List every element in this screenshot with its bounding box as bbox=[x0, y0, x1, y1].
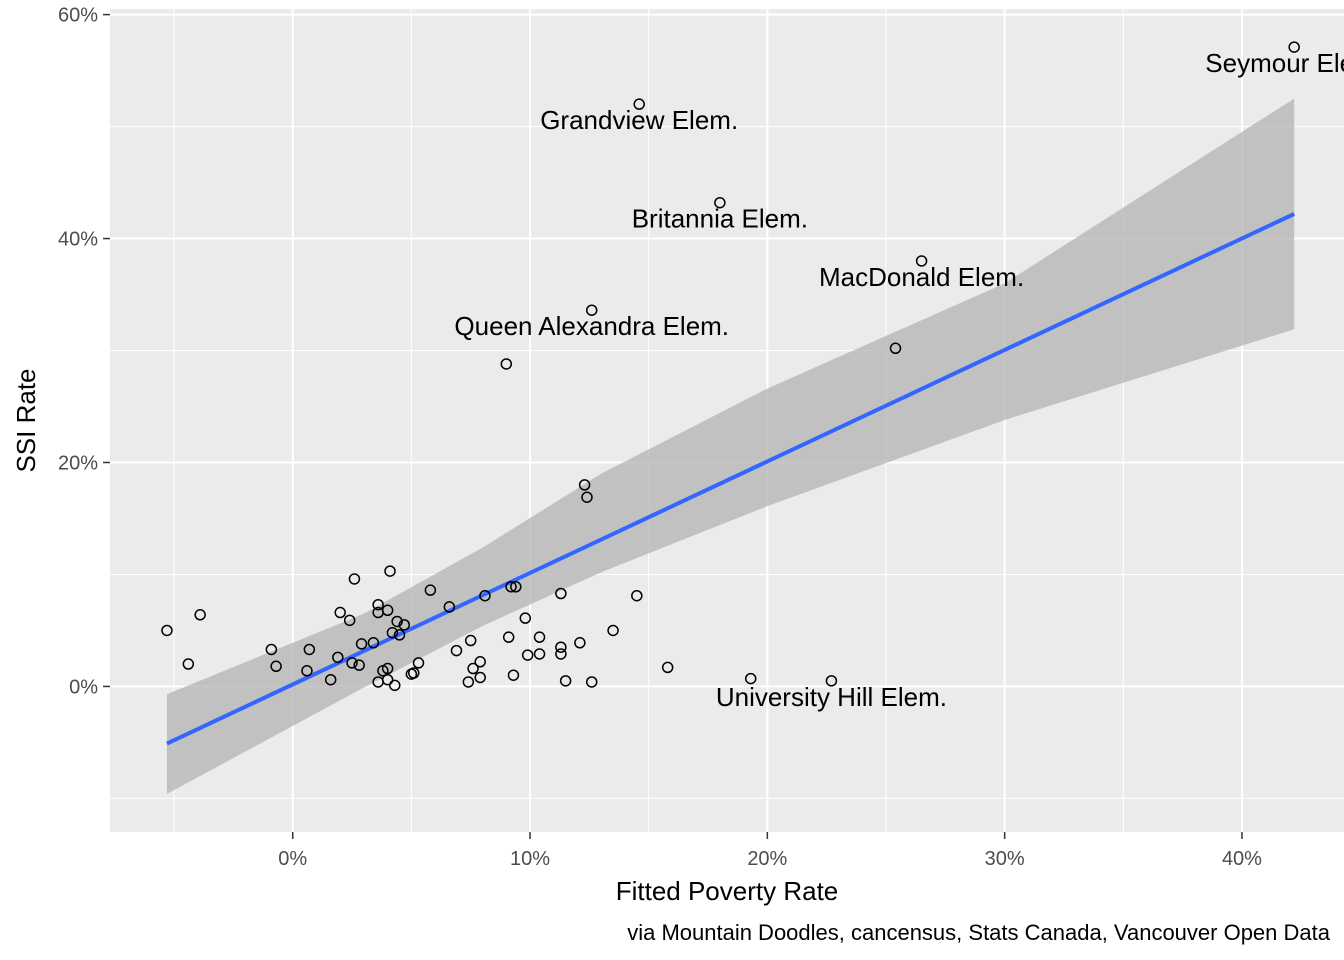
point-label: Queen Alexandra Elem. bbox=[454, 311, 729, 341]
y-tick-label: 0% bbox=[69, 676, 98, 698]
data-point bbox=[521, 649, 534, 661]
data-point bbox=[500, 358, 513, 370]
data-point bbox=[585, 304, 598, 316]
data-point bbox=[161, 624, 173, 637]
data-point bbox=[533, 648, 546, 660]
data-point bbox=[324, 673, 337, 686]
data-point bbox=[346, 657, 358, 669]
data-point bbox=[915, 255, 928, 267]
data-point bbox=[424, 584, 437, 596]
data-point bbox=[474, 671, 486, 684]
data-point bbox=[631, 589, 643, 602]
data-point bbox=[479, 589, 491, 602]
data-point bbox=[303, 643, 316, 656]
data-point bbox=[301, 665, 313, 677]
data-point bbox=[393, 629, 406, 641]
data-point bbox=[510, 581, 522, 593]
data-point bbox=[355, 638, 368, 650]
x-tick-label: 0% bbox=[278, 848, 307, 870]
data-point bbox=[555, 641, 567, 653]
data-point bbox=[270, 660, 282, 673]
data-point bbox=[467, 662, 479, 675]
data-point bbox=[462, 676, 475, 688]
x-tick-label: 30% bbox=[985, 848, 1025, 870]
data-point bbox=[194, 609, 206, 621]
data-point bbox=[398, 619, 411, 631]
data-point bbox=[661, 661, 674, 674]
data-point bbox=[825, 675, 838, 687]
data-point bbox=[182, 658, 195, 670]
data-point bbox=[505, 581, 517, 593]
data-point bbox=[334, 606, 346, 619]
data-point bbox=[574, 637, 586, 649]
data-point bbox=[502, 631, 515, 643]
data-point bbox=[367, 637, 380, 649]
data-point bbox=[585, 676, 598, 688]
data-point bbox=[633, 98, 645, 110]
data-point bbox=[372, 606, 384, 619]
point-label: Seymour Elem. bbox=[1205, 48, 1344, 78]
data-point bbox=[533, 631, 546, 643]
data-point bbox=[386, 626, 399, 639]
data-point bbox=[555, 587, 567, 600]
data-point bbox=[581, 491, 593, 503]
data-point bbox=[265, 643, 278, 656]
data-point bbox=[744, 672, 757, 685]
data-point bbox=[332, 651, 344, 664]
data-point bbox=[889, 342, 902, 355]
data-point bbox=[391, 615, 403, 628]
point-label: Grandview Elem. bbox=[540, 105, 738, 135]
data-point bbox=[555, 648, 567, 660]
confidence-ribbon bbox=[166, 98, 1295, 794]
x-tick-label: 10% bbox=[510, 848, 550, 870]
fit-line bbox=[166, 212, 1296, 746]
y-axis-title: SSI Rate bbox=[11, 368, 41, 472]
point-label: University Hill Elem. bbox=[716, 682, 947, 712]
y-tick-label: 60% bbox=[58, 5, 98, 27]
point-label: Britannia Elem. bbox=[632, 204, 808, 234]
data-point bbox=[578, 479, 591, 491]
data-point bbox=[464, 634, 477, 647]
x-tick-label: 20% bbox=[747, 848, 787, 870]
data-point bbox=[372, 598, 384, 611]
x-axis-title: Fitted Poverty Rate bbox=[616, 876, 839, 906]
data-point bbox=[377, 665, 389, 677]
data-point bbox=[389, 679, 401, 692]
x-tick-label: 40% bbox=[1222, 848, 1262, 870]
data-point bbox=[412, 657, 425, 669]
data-point bbox=[607, 624, 619, 637]
data-point bbox=[559, 675, 572, 687]
data-point bbox=[714, 196, 726, 209]
point-label: MacDonald Elem. bbox=[819, 262, 1024, 292]
data-point bbox=[348, 573, 361, 585]
data-point bbox=[353, 659, 365, 671]
data-point bbox=[384, 565, 396, 577]
data-point bbox=[372, 676, 384, 688]
data-point bbox=[343, 614, 356, 627]
data-point bbox=[1288, 41, 1300, 53]
data-point bbox=[443, 601, 456, 613]
data-point bbox=[450, 644, 463, 657]
chart-caption: via Mountain Doodles, cancensus, Stats C… bbox=[627, 920, 1331, 945]
data-point bbox=[405, 668, 418, 680]
data-point bbox=[507, 669, 520, 681]
y-tick-label: 40% bbox=[58, 229, 98, 251]
y-tick-label: 20% bbox=[58, 452, 98, 474]
data-point bbox=[519, 612, 532, 624]
data-point bbox=[474, 656, 486, 668]
